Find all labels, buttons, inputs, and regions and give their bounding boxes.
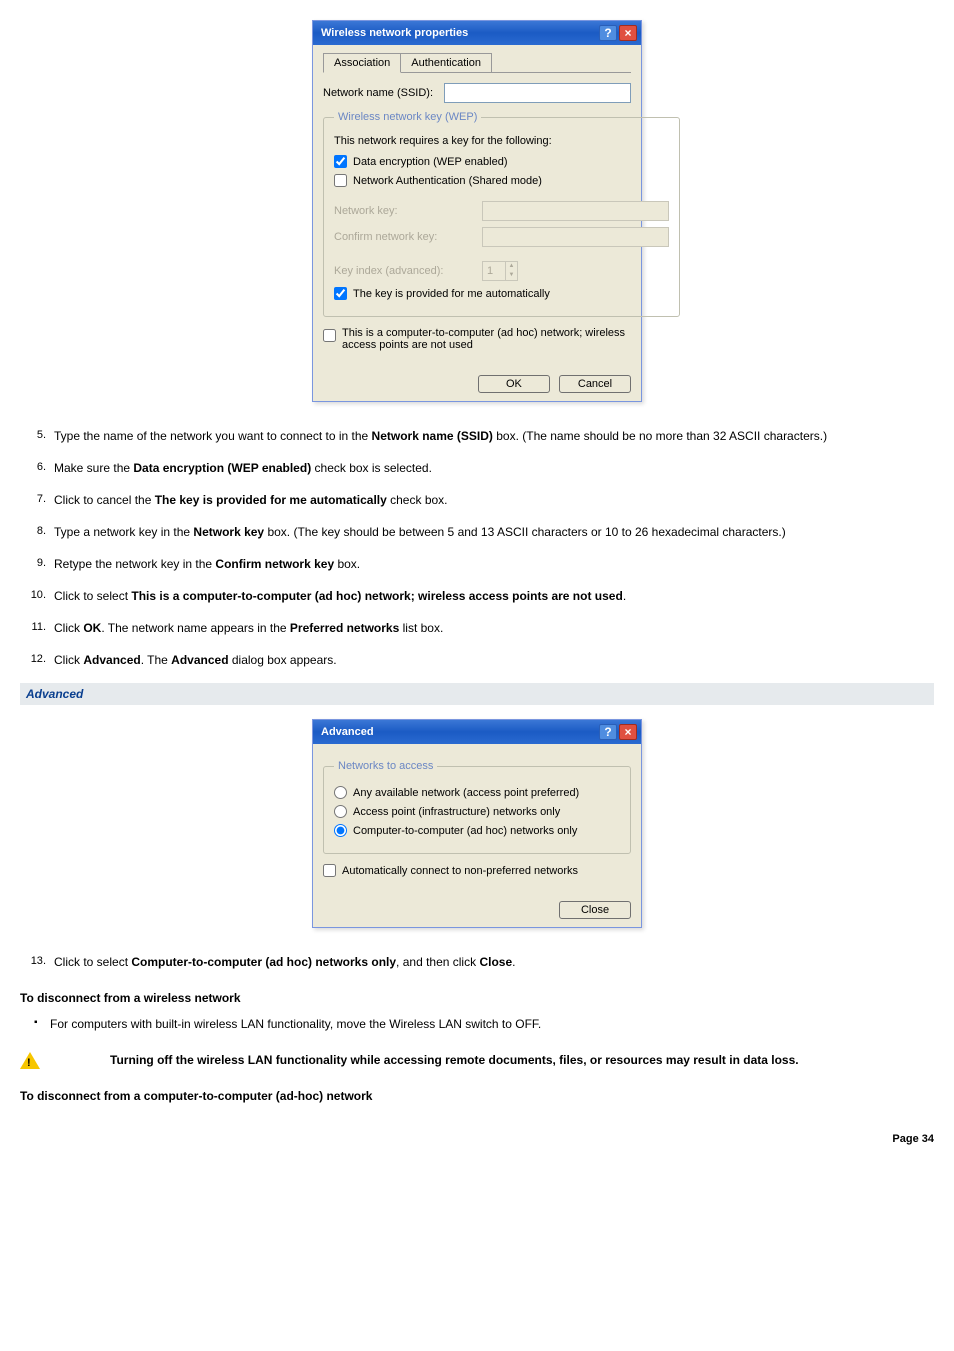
radio-adhoc[interactable] [334, 824, 347, 837]
network-auth-checkbox[interactable] [334, 174, 347, 187]
help-icon[interactable]: ? [599, 25, 617, 41]
wep-fieldset: Wireless network key (WEP) This network … [323, 111, 680, 317]
key-index-value: 1 [487, 265, 493, 277]
auto-key-label: The key is provided for me automatically [353, 288, 550, 300]
dialog-title: Wireless network properties [321, 27, 468, 39]
confirm-key-input [482, 227, 669, 247]
radio-adhoc-label: Computer-to-computer (ad hoc) networks o… [353, 825, 577, 837]
disconnect-wireless-heading: To disconnect from a wireless network [20, 991, 934, 1005]
radio-any-available-label: Any available network (access point pref… [353, 787, 579, 799]
key-index-label: Key index (advanced): [334, 265, 474, 277]
step-8: Type a network key in the Network key bo… [20, 523, 934, 541]
steps-list: Type the name of the network you want to… [20, 427, 934, 669]
auto-key-checkbox[interactable] [334, 287, 347, 300]
network-key-input [482, 201, 669, 221]
close-icon[interactable]: × [619, 724, 637, 740]
wep-legend: Wireless network key (WEP) [334, 111, 481, 123]
adhoc-checkbox[interactable] [323, 329, 336, 342]
step-12: Click Advanced. The Advanced dialog box … [20, 651, 934, 669]
network-auth-label: Network Authentication (Shared mode) [353, 175, 542, 187]
steps-list-2: Click to select Computer-to-computer (ad… [20, 953, 934, 971]
disconnect-adhoc-heading: To disconnect from a computer-to-compute… [20, 1089, 934, 1103]
data-encryption-label: Data encryption (WEP enabled) [353, 156, 508, 168]
key-index-stepper: 1 ▲▼ [482, 261, 518, 281]
ssid-label: Network name (SSID): [323, 87, 436, 99]
advanced-heading: Advanced [20, 683, 934, 705]
ssid-input[interactable] [444, 83, 631, 103]
bullet-item: For computers with built-in wireless LAN… [20, 1015, 934, 1033]
data-encryption-checkbox[interactable] [334, 155, 347, 168]
confirm-key-label: Confirm network key: [334, 231, 474, 243]
warning-icon [20, 1052, 40, 1069]
step-13: Click to select Computer-to-computer (ad… [20, 953, 934, 971]
step-10: Click to select This is a computer-to-co… [20, 587, 934, 605]
auto-connect-label: Automatically connect to non-preferred n… [342, 865, 578, 877]
step-9: Retype the network key in the Confirm ne… [20, 555, 934, 573]
bullet-list: For computers with built-in wireless LAN… [20, 1015, 934, 1033]
ok-button[interactable]: OK [478, 375, 550, 393]
dialog-title: Advanced [321, 726, 374, 738]
networks-legend: Networks to access [334, 760, 437, 772]
step-6: Make sure the Data encryption (WEP enabl… [20, 459, 934, 477]
radio-access-point-label: Access point (infrastructure) networks o… [353, 806, 560, 818]
step-7: Click to cancel the The key is provided … [20, 491, 934, 509]
close-button[interactable]: Close [559, 901, 631, 919]
wireless-properties-dialog: Wireless network properties ? × Associat… [312, 20, 642, 402]
tab-strip: Association Authentication [323, 53, 631, 73]
titlebar: Wireless network properties ? × [313, 21, 641, 45]
page-number: Page 34 [20, 1133, 934, 1145]
help-icon[interactable]: ? [599, 724, 617, 740]
warning-text: Turning off the wireless LAN functionali… [110, 1053, 799, 1067]
networks-fieldset: Networks to access Any available network… [323, 760, 631, 854]
wep-note: This network requires a key for the foll… [334, 135, 669, 147]
radio-access-point[interactable] [334, 805, 347, 818]
auto-connect-checkbox[interactable] [323, 864, 336, 877]
advanced-dialog: Advanced ? × Networks to access Any avai… [312, 719, 642, 928]
cancel-button[interactable]: Cancel [559, 375, 631, 393]
warning-block: Turning off the wireless LAN functionali… [20, 1051, 934, 1069]
step-5: Type the name of the network you want to… [20, 427, 934, 445]
network-key-label: Network key: [334, 205, 474, 217]
tab-association[interactable]: Association [323, 53, 401, 73]
close-icon[interactable]: × [619, 25, 637, 41]
adhoc-label: This is a computer-to-computer (ad hoc) … [342, 327, 631, 351]
step-11: Click OK. The network name appears in th… [20, 619, 934, 637]
tab-authentication[interactable]: Authentication [400, 53, 492, 72]
radio-any-available[interactable] [334, 786, 347, 799]
titlebar: Advanced ? × [313, 720, 641, 744]
